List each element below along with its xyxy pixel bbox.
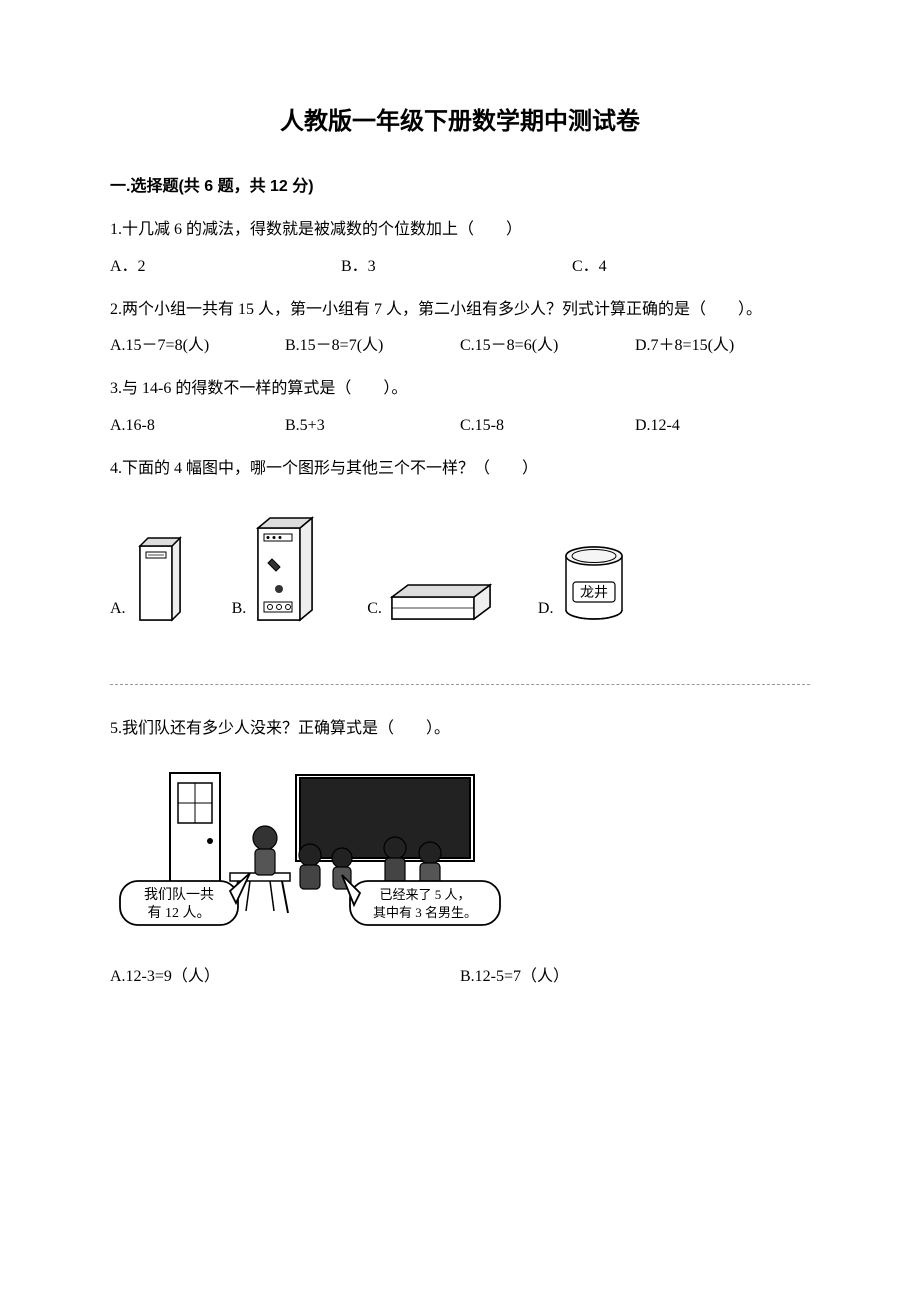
- q4-opt-d-wrap: D. 龙井: [538, 544, 630, 624]
- question-5-options: A.12-3=9（人） B.12-5=7（人）: [110, 963, 810, 992]
- cylinder-label: 龙井: [580, 585, 608, 601]
- classroom-scene-icon: 我们队一共 有 12 人。 已经来了 5 人， 其中有 3 名男生。: [110, 763, 510, 943]
- q2-opt-b: B.15－8=7(人): [285, 332, 460, 361]
- question-1-text: 1.十几减 6 的减法，得数就是被减数的个位数加上（ ）: [110, 216, 810, 245]
- box-thin-icon: [132, 534, 192, 624]
- section-1-header: 一.选择题(共 6 题，共 12 分): [110, 173, 810, 202]
- q4-opt-c-label: C.: [367, 595, 382, 624]
- q4-opt-d-label: D.: [538, 595, 554, 624]
- bubble1-line1: 我们队一共: [144, 887, 214, 903]
- divider: [110, 684, 810, 685]
- question-5-text: 5.我们队还有多少人没来？正确算式是（ ）。: [110, 715, 810, 744]
- q4-opt-a-label: A.: [110, 595, 126, 624]
- q1-opt-c: C．4: [572, 253, 803, 282]
- question-5: 5.我们队还有多少人没来？正确算式是（ ）。: [110, 715, 810, 993]
- q2-opt-c: C.15－8=6(人): [460, 332, 635, 361]
- question-2-text: 2.两个小组一共有 15 人，第一小组有 7 人，第二小组有多少人？列式计算正确…: [110, 296, 810, 325]
- page-title: 人教版一年级下册数学期中测试卷: [110, 100, 810, 143]
- bubble1-line2: 有 12 人。: [148, 905, 211, 921]
- q5-opt-a: A.12-3=9（人）: [110, 963, 460, 992]
- q4-opt-a-wrap: A.: [110, 534, 192, 624]
- q5-opt-b: B.12-5=7（人）: [460, 963, 810, 992]
- q3-opt-c: C.15-8: [460, 412, 635, 441]
- question-4-text: 4.下面的 4 幅图中，哪一个图形与其他三个不一样？（ ）: [110, 455, 810, 484]
- question-5-image: 我们队一共 有 12 人。 已经来了 5 人， 其中有 3 名男生。: [110, 763, 810, 943]
- box-tall-icon: [252, 514, 327, 624]
- bubble2-line1: 已经来了 5 人，: [379, 887, 470, 902]
- q3-opt-a: A.16-8: [110, 412, 285, 441]
- q3-opt-d: D.12-4: [635, 412, 810, 441]
- question-4-images: A. B.: [110, 514, 810, 624]
- question-1: 1.十几减 6 的减法，得数就是被减数的个位数加上（ ） A．2 B．3 C．4: [110, 216, 810, 282]
- question-2: 2.两个小组一共有 15 人，第一小组有 7 人，第二小组有多少人？列式计算正确…: [110, 296, 810, 362]
- question-3-text: 3.与 14-6 的得数不一样的算式是（ ）。: [110, 375, 810, 404]
- speech-bubble-right: 已经来了 5 人， 其中有 3 名男生。: [342, 875, 500, 925]
- q1-opt-b: B．3: [341, 253, 572, 282]
- bubble2-line2: 其中有 3 名男生。: [373, 905, 477, 920]
- q4-opt-c-wrap: C.: [367, 579, 498, 624]
- question-1-options: A．2 B．3 C．4: [110, 253, 810, 282]
- question-2-options: A.15－7=8(人) B.15－8=7(人) C.15－8=6(人) D.7＋…: [110, 332, 810, 361]
- q1-opt-a: A．2: [110, 253, 341, 282]
- question-4: 4.下面的 4 幅图中，哪一个图形与其他三个不一样？（ ） A. B.: [110, 455, 810, 624]
- q4-opt-b-label: B.: [232, 595, 247, 624]
- q2-opt-a: A.15－7=8(人): [110, 332, 285, 361]
- question-3-options: A.16-8 B.5+3 C.15-8 D.12-4: [110, 412, 810, 441]
- box-flat-icon: [388, 579, 498, 624]
- question-3: 3.与 14-6 的得数不一样的算式是（ ）。 A.16-8 B.5+3 C.1…: [110, 375, 810, 441]
- cylinder-icon: 龙井: [559, 544, 629, 624]
- q3-opt-b: B.5+3: [285, 412, 460, 441]
- q2-opt-d: D.7＋8=15(人): [635, 332, 810, 361]
- q4-opt-b-wrap: B.: [232, 514, 328, 624]
